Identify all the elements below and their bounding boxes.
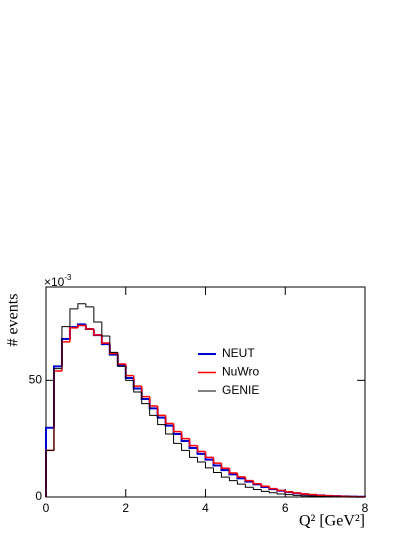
y-scale-label: ×10-3 (44, 273, 72, 289)
histogram-bin (45, 426, 54, 497)
histogram-bin (93, 306, 102, 323)
histogram-bin (228, 477, 238, 482)
histogram-bin (260, 483, 270, 488)
histogram-bin (292, 494, 302, 496)
x-tick-label: 8 (362, 501, 369, 515)
histogram-bin (132, 375, 142, 387)
histogram-bin (140, 386, 150, 398)
y-scale-base: ×10 (44, 275, 65, 289)
histogram-bin (189, 450, 198, 458)
histogram-bin (132, 378, 142, 390)
histogram-bin (212, 457, 222, 464)
histogram-bin (52, 365, 62, 428)
x-tick-label: 2 (122, 501, 129, 515)
x-axis-label: Q² [GeV²] (299, 513, 365, 530)
histogram-bin (188, 438, 198, 447)
histogram-bin (252, 480, 262, 485)
histogram-bin (61, 326, 70, 369)
histogram-bin (165, 424, 174, 435)
histogram-bin (300, 493, 310, 495)
y-tick-label: 0 (35, 489, 42, 503)
y-scale-exponent: -3 (64, 273, 72, 282)
legend-label: GENIE (222, 383, 259, 397)
x-tick-label: 4 (202, 501, 209, 515)
histogram-bin (181, 443, 190, 451)
histogram-bin (61, 341, 70, 371)
histogram-bin (173, 434, 182, 444)
histogram-bin (53, 370, 62, 451)
histogram-bin (101, 322, 110, 337)
histogram-bin (244, 484, 254, 488)
histogram-bin (268, 491, 278, 494)
histogram-bin (117, 352, 126, 367)
histogram-bin (172, 425, 182, 435)
histogram-bin (69, 327, 78, 342)
histogram-bin (85, 303, 94, 308)
histogram-bin (60, 338, 70, 367)
histogram-bin (133, 380, 142, 393)
histogram-bin (188, 441, 198, 449)
histogram-bin (244, 476, 254, 482)
histogram-bin (196, 445, 206, 453)
histogram-bin (220, 463, 230, 470)
histogram-bin (172, 423, 182, 433)
histogram-bin (101, 334, 110, 344)
histogram-bin (156, 406, 166, 417)
x-tick-label: 0 (43, 501, 50, 515)
histogram-bin (164, 417, 174, 427)
histogram-bin (77, 303, 86, 309)
histogram-bin (109, 336, 118, 353)
histogram-bin (85, 325, 94, 330)
histogram-bin (69, 308, 78, 327)
histogram-bin (268, 486, 278, 490)
histogram-bin (284, 490, 294, 493)
x-tick-label: 6 (282, 501, 289, 515)
histogram-bin (140, 388, 150, 400)
histogram-bin (141, 392, 150, 405)
histogram-bin (77, 324, 86, 328)
histogram-bin (228, 468, 238, 474)
histogram-bin (117, 353, 126, 365)
histogram-bin (292, 491, 302, 494)
histogram-bin (276, 488, 286, 492)
y-tick-label: 50 (29, 373, 43, 387)
histogram-bin (252, 487, 262, 491)
histogram-bin (236, 472, 246, 478)
histogram-bin (45, 449, 54, 497)
histogram-bin (68, 326, 78, 340)
histogram-bin (180, 434, 190, 442)
histogram-bin (308, 493, 318, 496)
histogram-bin (149, 403, 158, 416)
histogram-bin (125, 366, 134, 381)
histogram-bin (93, 329, 102, 336)
histogram-bin (205, 462, 214, 469)
histogram-bin (284, 493, 294, 496)
histogram-bin (212, 467, 222, 473)
histogram-bin (276, 492, 286, 495)
histogram-bin (316, 494, 326, 497)
histogram-bin (260, 489, 270, 492)
legend-label: NuWro (222, 365, 259, 379)
histogram-bin (180, 431, 190, 440)
histogram-bin (204, 451, 214, 459)
histogram-bin (148, 396, 158, 407)
histogram-bin (236, 480, 246, 485)
histogram-bin (45, 449, 54, 497)
histogram-bin (148, 399, 158, 410)
histogram-bin (125, 364, 134, 377)
legend-label: NEUT (222, 346, 255, 360)
histogram-bin (156, 408, 166, 419)
histogram-bin (164, 415, 174, 425)
histogram-bin (53, 368, 62, 451)
histogram-bin (157, 415, 166, 426)
histogram-bin (220, 472, 230, 478)
histogram-bin (197, 457, 206, 463)
y-axis-label: # events (5, 294, 22, 347)
